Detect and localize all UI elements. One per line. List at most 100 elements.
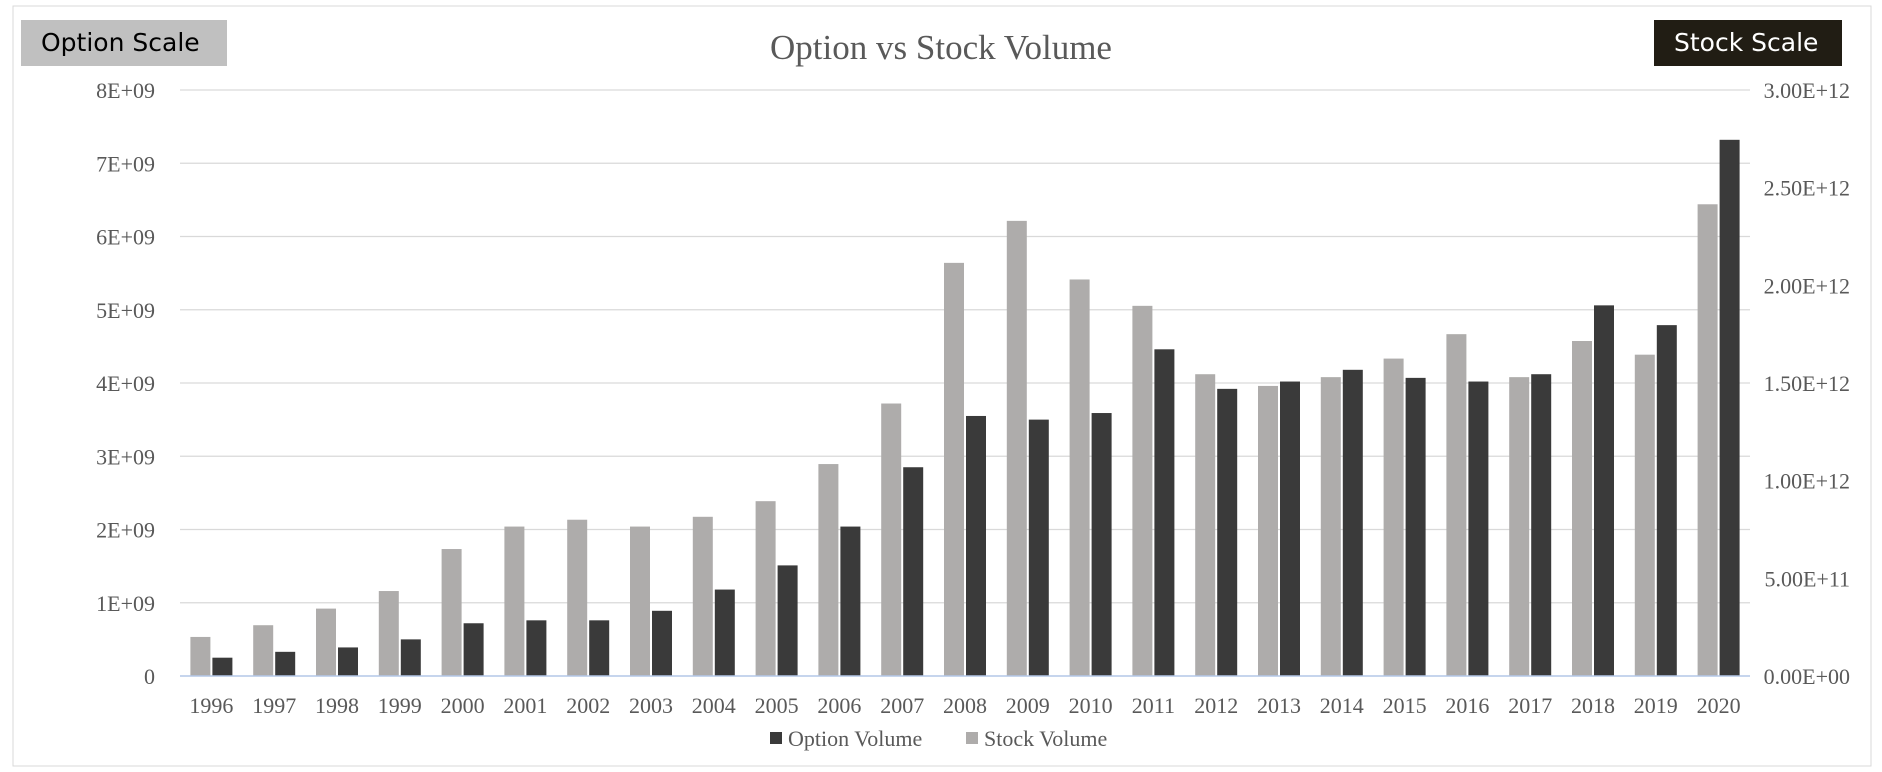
stock-volume-bar: [1572, 341, 1592, 676]
x-tick-label: 2003: [629, 693, 673, 718]
option-volume-bar: [212, 657, 233, 676]
stock-volume-bar: [1069, 279, 1090, 676]
option-volume-bar: [1531, 374, 1552, 676]
stock-volume-bar: [504, 526, 525, 676]
y-right-tick-label: 2.00E+12: [1764, 273, 1850, 298]
option-volume-bar: [652, 610, 672, 676]
y-right-tick-label: 0.00E+00: [1764, 664, 1850, 689]
stock-volume-bar: [316, 608, 336, 676]
y-left-tick-label: 3E+09: [96, 444, 155, 469]
stock-volume-bar: [881, 403, 902, 676]
x-tick-label: 2016: [1445, 693, 1489, 718]
stock-volume-bar: [1195, 374, 1216, 676]
stock-volume-bar: [378, 591, 399, 676]
option-volume-bar: [1405, 377, 1426, 676]
x-tick-label: 2014: [1320, 693, 1364, 718]
legend-label: Stock Volume: [984, 726, 1107, 751]
x-tick-label: 1999: [378, 693, 422, 718]
y-left-tick-label: 6E+09: [96, 225, 155, 250]
x-tick-label: 2008: [943, 693, 987, 718]
option-volume-bar: [1656, 325, 1677, 676]
option-volume-bar: [1342, 369, 1363, 676]
stock-volume-bar: [1383, 358, 1404, 676]
stock-volume-bar: [190, 636, 211, 676]
legend: Option Volume Stock Volume: [770, 726, 1107, 751]
option-volume-bar: [1154, 349, 1175, 676]
x-tick-label: 1998: [315, 693, 359, 718]
x-tick-label: 1996: [189, 693, 233, 718]
y-right-tick-label: 2.50E+12: [1764, 176, 1850, 201]
x-tick-label: 2002: [566, 693, 610, 718]
option-volume-bar: [1091, 413, 1112, 676]
stock-volume-bar: [1634, 354, 1655, 676]
option-volume-bar: [714, 589, 735, 676]
y-left-tick-label: 8E+09: [96, 78, 155, 103]
y-right-tick-label: 5.00E+11: [1764, 566, 1850, 591]
x-tick-label: 2007: [880, 693, 924, 718]
legend-swatch: [966, 732, 978, 744]
stock-volume-bar: [1697, 204, 1718, 676]
stock-volume-bar: [1006, 220, 1027, 676]
option-volume-bar: [840, 526, 861, 676]
stock-volume-bar: [1509, 377, 1530, 676]
y-left-tick-label: 7E+09: [96, 151, 155, 176]
x-tick-label: 2018: [1571, 693, 1615, 718]
option-volume-bar: [526, 620, 547, 676]
x-tick-label: 2012: [1194, 693, 1238, 718]
option-volume-bar: [1217, 388, 1238, 676]
option-volume-bar: [463, 623, 484, 676]
stock-volume-bar: [818, 464, 839, 676]
x-tick-label: 2001: [503, 693, 547, 718]
stock-volume-bar: [630, 526, 650, 676]
y-right-tick-label: 3.00E+12: [1764, 78, 1850, 103]
stock-volume-bar: [1446, 334, 1467, 676]
option-volume-bar: [275, 651, 296, 676]
x-tick-label: 2006: [817, 693, 861, 718]
stock-volume-bar: [253, 625, 274, 676]
option-volume-bar: [966, 415, 986, 676]
option-volume-bar: [400, 639, 421, 676]
option-volume-bar: [338, 647, 358, 676]
stock-volume-bar: [1258, 385, 1278, 676]
option-volume-bar: [903, 467, 924, 676]
axes: 0 1E+09 2E+09 3E+09 4E+09 5E+09 6E+09 7E+09 8E+0…: [96, 78, 1850, 718]
stock-volume-bar: [1132, 305, 1153, 676]
chart-border: [12, 5, 1872, 767]
chart-title: Option vs Stock Volume: [770, 28, 1112, 67]
x-tick-label: 2004: [692, 693, 736, 718]
y-left-tick-label: 5E+09: [96, 298, 155, 323]
x-tick-label: 2015: [1383, 693, 1427, 718]
x-tick-label: 2000: [441, 693, 485, 718]
bars: [190, 139, 1740, 676]
option-volume-bar: [1028, 419, 1049, 676]
y-left-tick-label: 0: [144, 664, 155, 689]
x-tick-label: 2019: [1634, 693, 1678, 718]
stock-volume-bar: [692, 516, 713, 676]
x-tick-label: 2011: [1132, 693, 1175, 718]
y-left-tick-label: 4E+09: [96, 371, 155, 396]
y-right-tick-label: 1.50E+12: [1764, 371, 1850, 396]
option-volume-bar: [1594, 305, 1614, 676]
x-tick-label: 2013: [1257, 693, 1301, 718]
x-tick-label: 2017: [1508, 693, 1552, 718]
y-right-tick-label: 1.00E+12: [1764, 469, 1850, 494]
x-tick-label: 2005: [755, 693, 799, 718]
option-volume-bar: [777, 565, 798, 676]
y-left-tick-label: 1E+09: [96, 591, 155, 616]
option-volume-bar: [589, 620, 610, 676]
option-volume-bar: [1468, 381, 1489, 676]
option-volume-bar: [1719, 139, 1740, 676]
x-tick-label: 2020: [1697, 693, 1741, 718]
y-left-tick-label: 2E+09: [96, 518, 155, 543]
stock-volume-bar: [944, 262, 964, 676]
x-tick-label: 1997: [252, 693, 296, 718]
stock-volume-bar: [1320, 377, 1341, 676]
stock-volume-bar: [755, 501, 776, 676]
x-tick-label: 2009: [1006, 693, 1050, 718]
stock-volume-bar: [441, 549, 462, 676]
x-tick-label: 2010: [1069, 693, 1113, 718]
option-volume-bar: [1280, 381, 1300, 676]
stock-volume-bar: [567, 519, 588, 676]
